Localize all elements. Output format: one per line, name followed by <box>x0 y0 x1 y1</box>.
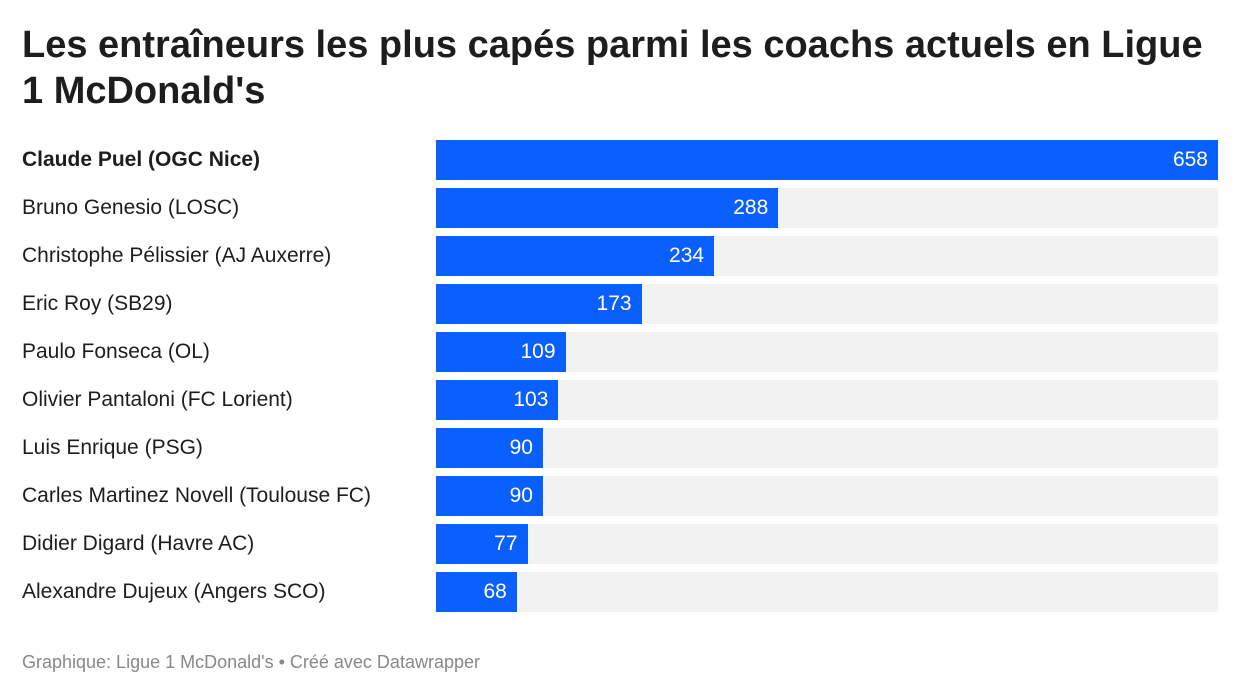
category-label: Eric Roy (SB29) <box>22 292 173 315</box>
category-label: Claude Puel (OGC Nice) <box>22 148 261 171</box>
bar-row: Carles Martinez Novell (Toulouse FC) 90 <box>0 476 1240 516</box>
bar-track: 103 <box>436 380 1218 420</box>
value-label: 90 <box>509 436 533 459</box>
bar-track: 68 <box>436 572 1218 612</box>
bar-track: 90 <box>436 428 1218 468</box>
bar-row: Bruno Genesio (LOSC) 288 <box>0 188 1240 228</box>
value-label: 173 <box>596 292 632 315</box>
category-label: Carles Martinez Novell (Toulouse FC) <box>22 484 371 507</box>
category-label: Paulo Fonseca (OL) <box>22 340 210 363</box>
category-label: Bruno Genesio (LOSC) <box>22 196 240 219</box>
bar-row: Eric Roy (SB29) 173 <box>0 284 1240 324</box>
bar: 173 <box>436 284 642 324</box>
category-label: Christophe Pélissier (AJ Auxerre) <box>22 244 332 267</box>
bar-row: Christophe Pélissier (AJ Auxerre) 234 <box>0 236 1240 276</box>
bar: 658 <box>436 140 1218 180</box>
value-label: 90 <box>509 484 533 507</box>
bar-track: 109 <box>436 332 1218 372</box>
bar-row: Claude Puel (OGC Nice) 658 <box>0 140 1240 180</box>
value-label: 77 <box>494 532 518 555</box>
bar: 90 <box>436 476 543 516</box>
value-label: 68 <box>483 580 507 603</box>
category-label: Alexandre Dujeux (Angers SCO) <box>22 580 326 603</box>
value-label: 234 <box>669 244 705 267</box>
bar: 288 <box>436 188 779 228</box>
value-label: 109 <box>520 340 556 363</box>
bar-track: 288 <box>436 188 1218 228</box>
category-label: Olivier Pantaloni (FC Lorient) <box>22 388 293 411</box>
value-label: 658 <box>1172 148 1208 171</box>
bar: 68 <box>436 572 517 612</box>
bar: 109 <box>436 332 566 372</box>
category-label: Luis Enrique (PSG) <box>22 436 203 459</box>
bar: 90 <box>436 428 543 468</box>
bar-row: Luis Enrique (PSG) 90 <box>0 428 1240 468</box>
bar: 103 <box>436 380 559 420</box>
value-label: 103 <box>513 388 549 411</box>
bar-track: 658 <box>436 140 1218 180</box>
category-label: Didier Digard (Havre AC) <box>22 532 255 555</box>
bar-track: 234 <box>436 236 1218 276</box>
bar-row: Alexandre Dujeux (Angers SCO) 68 <box>0 572 1240 612</box>
bar-row: Paulo Fonseca (OL) 109 <box>0 332 1240 372</box>
chart-title: Les entraîneurs les plus capés parmi les… <box>22 24 1203 112</box>
bar-track: 90 <box>436 476 1218 516</box>
chart-footer: Graphique: Ligue 1 McDonald's • Créé ave… <box>22 652 480 672</box>
bar-row: Olivier Pantaloni (FC Lorient) 103 <box>0 380 1240 420</box>
bar: 77 <box>436 524 528 564</box>
bar-track: 173 <box>436 284 1218 324</box>
value-label: 288 <box>733 196 769 219</box>
bar-track: 77 <box>436 524 1218 564</box>
bar-row: Didier Digard (Havre AC) 77 <box>0 524 1240 564</box>
bar: 234 <box>436 236 715 276</box>
